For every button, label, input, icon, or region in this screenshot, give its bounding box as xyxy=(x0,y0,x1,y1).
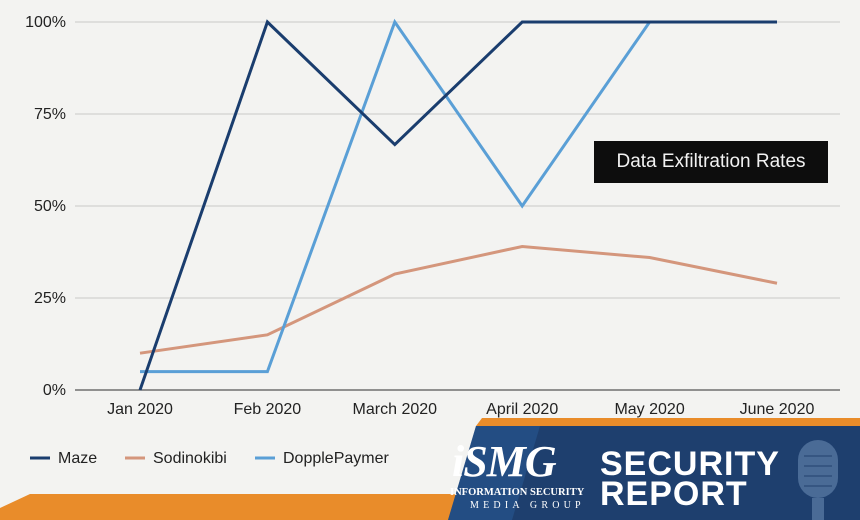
legend-label: Maze xyxy=(58,450,97,467)
series-line-sodinokibi xyxy=(139,244,778,355)
report-title-1: SECURITY xyxy=(600,445,780,483)
series-line-dopplepaymer xyxy=(140,18,777,374)
x-tick-label: June 2020 xyxy=(740,401,815,418)
x-tick-label: Jan 2020 xyxy=(107,401,173,418)
series-lines xyxy=(138,18,778,391)
y-tick-label: 100% xyxy=(25,14,66,31)
legend-label: Sodinokibi xyxy=(153,450,227,467)
brand-tagline-1: INFORMATION SECURITY xyxy=(450,487,585,498)
x-tick-label: April 2020 xyxy=(486,401,558,418)
series-line-maze xyxy=(138,19,777,391)
x-tick-label: Feb 2020 xyxy=(234,401,302,418)
legend: Maze Sodinokibi DopplePaymer xyxy=(30,450,390,467)
x-tick-label: March 2020 xyxy=(353,401,438,418)
x-tick-label: May 2020 xyxy=(614,401,684,418)
y-tick-label: 0% xyxy=(43,382,66,399)
legend-label: DopplePaymer xyxy=(283,450,390,467)
x-axis: Jan 2020 Feb 2020 March 2020 April 2020 May … xyxy=(107,401,814,418)
brand-tagline-2: MEDIA GROUP xyxy=(470,500,585,511)
chart-annotation: Data Exfiltration Rates xyxy=(594,141,828,183)
y-tick-label: 75% xyxy=(34,106,66,123)
y-tick-label: 50% xyxy=(34,198,66,215)
y-axis: 0% 25% 50% 75% 100% xyxy=(25,14,66,399)
grid xyxy=(75,21,840,391)
ismg-logo: iSMG xyxy=(452,437,557,486)
report-title-2: REPORT xyxy=(600,475,748,513)
y-tick-label: 25% xyxy=(34,290,66,307)
